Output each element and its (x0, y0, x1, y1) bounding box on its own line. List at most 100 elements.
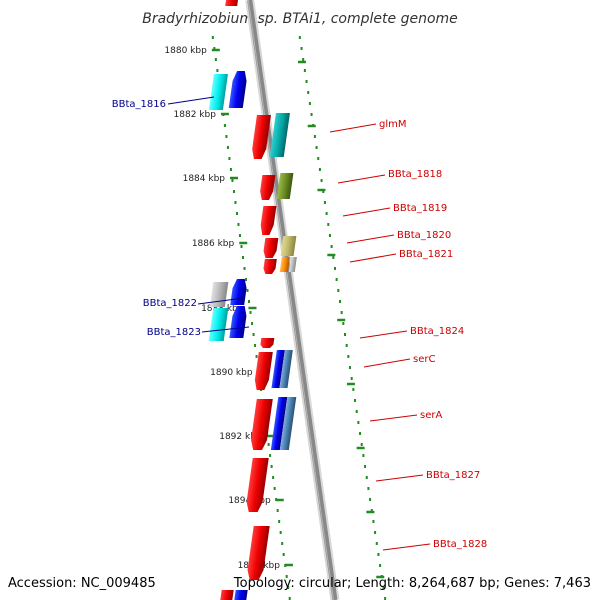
guide-dot (307, 91, 310, 94)
gene-arrow[interactable] (208, 74, 228, 110)
guide-dot (228, 157, 231, 160)
gene-leader-line (201, 326, 250, 333)
gene-arrow[interactable] (229, 306, 247, 338)
guide-dot (350, 377, 353, 380)
gene-label-bbta-1819[interactable]: BBta_1819 (393, 203, 447, 214)
gene-leader-line (359, 330, 408, 339)
guide-dot (327, 223, 330, 226)
gene-label-bbta-1823[interactable]: BBta_1823 (147, 327, 201, 338)
guide-dot (370, 509, 373, 512)
gene-arrow[interactable] (280, 236, 297, 256)
gene-arrow[interactable] (208, 308, 229, 341)
guide-dot (285, 575, 288, 578)
guide-dot (352, 388, 355, 391)
guide-dot (288, 597, 291, 600)
guide-dot (225, 135, 228, 138)
guide-dot (338, 300, 341, 303)
guide-dot (375, 542, 378, 545)
gene-arrow[interactable] (246, 526, 270, 580)
gene-label-bbta-1818[interactable]: BBta_1818 (388, 169, 442, 180)
tick-label: 1882 kbp (174, 110, 217, 120)
guide-dot (365, 476, 368, 479)
gene-arrow[interactable] (245, 458, 269, 512)
gene-label-bbta-1828[interactable]: BBta_1828 (433, 539, 487, 550)
gene-arrow[interactable] (220, 590, 234, 600)
guide-dot (377, 553, 380, 556)
gene-arrow[interactable] (279, 350, 293, 388)
gene-arrow[interactable] (234, 590, 248, 600)
gene-arrow[interactable] (230, 279, 248, 305)
gene-arrow[interactable] (263, 238, 279, 258)
guide-dot (332, 256, 335, 259)
guide-dot (240, 245, 243, 248)
gene-label-bbta-1821[interactable]: BBta_1821 (399, 249, 453, 260)
guide-dot (374, 531, 377, 534)
gene-label-bbta-1816[interactable]: BBta_1816 (112, 99, 166, 110)
guide-dot (362, 454, 365, 457)
genome-backbone (245, 0, 340, 600)
gene-label-bbta-1824[interactable]: BBta_1824 (410, 326, 464, 337)
guide-dot (367, 487, 370, 490)
gene-arrow[interactable] (251, 115, 271, 159)
guide-dot (313, 135, 316, 138)
gene-arrow[interactable] (263, 259, 277, 274)
guide-dot (234, 201, 237, 204)
guide-dot (282, 553, 285, 556)
gene-arrow[interactable] (225, 0, 238, 6)
guide-dot (223, 124, 226, 127)
guide-dot (235, 212, 238, 215)
gene-arrow[interactable] (259, 175, 276, 200)
gene-leader-line (197, 297, 245, 305)
gene-arrow[interactable] (228, 71, 248, 108)
gene-leader-line (382, 543, 431, 551)
gene-leader-line (329, 123, 377, 133)
accession-text: Accession: NC_009485 (8, 576, 156, 591)
gene-label-bbta-1822[interactable]: BBta_1822 (143, 298, 197, 309)
gene-arrow[interactable] (250, 399, 273, 450)
gene-arrow[interactable] (276, 173, 294, 199)
gene-leader-line (167, 96, 215, 105)
gene-arrow[interactable] (288, 257, 297, 272)
guide-dot (281, 542, 284, 545)
gene-arrow[interactable] (271, 350, 285, 388)
gene-label-sera[interactable]: serA (420, 410, 442, 421)
gene-features[interactable] (208, 0, 297, 600)
gene-arrow[interactable] (260, 338, 275, 348)
guide-dot (349, 366, 352, 369)
tick-label: 1880 kbp (164, 46, 207, 56)
gene-leader-line (369, 414, 418, 422)
gene-labels: BBta_1816 glmM BBta_1818 BBta_1819 BBta_1820… (112, 96, 487, 551)
gene-arrow[interactable] (253, 352, 273, 390)
guide-dot (333, 267, 336, 270)
gene-arrow[interactable] (279, 257, 290, 272)
gene-leader-line (349, 253, 397, 263)
guide-dot (272, 476, 275, 479)
guide-dot (347, 355, 350, 358)
guide-dot (279, 531, 282, 534)
guide-dot (276, 509, 279, 512)
tick-label: 1884 kbp (183, 174, 226, 184)
guide-dot (270, 465, 273, 468)
tick-label: 1890 kbp (210, 368, 253, 378)
guide-dot (315, 146, 318, 149)
guide-dot (238, 234, 241, 237)
gene-arrow[interactable] (270, 397, 288, 450)
guide-dot (278, 520, 281, 523)
guide-dot (229, 168, 232, 171)
gene-label-bbta-1820[interactable]: BBta_1820 (397, 230, 451, 241)
gene-label-serc[interactable]: serC (413, 354, 435, 365)
gene-arrow[interactable] (259, 206, 277, 235)
gene-label-glmm[interactable]: glmM (379, 119, 407, 130)
guide-dot (340, 311, 343, 314)
guide-dot (211, 36, 214, 39)
guide-dot (252, 333, 255, 336)
gene-label-bbta-1827[interactable]: BBta_1827 (426, 470, 480, 481)
guide-dot (337, 289, 340, 292)
gene-arrow[interactable] (269, 113, 290, 157)
gene-leader-line (346, 234, 395, 244)
guide-dot (232, 190, 235, 193)
gene-arrow[interactable] (279, 397, 297, 450)
gene-leader-line (342, 207, 391, 217)
guide-dot (213, 47, 216, 50)
